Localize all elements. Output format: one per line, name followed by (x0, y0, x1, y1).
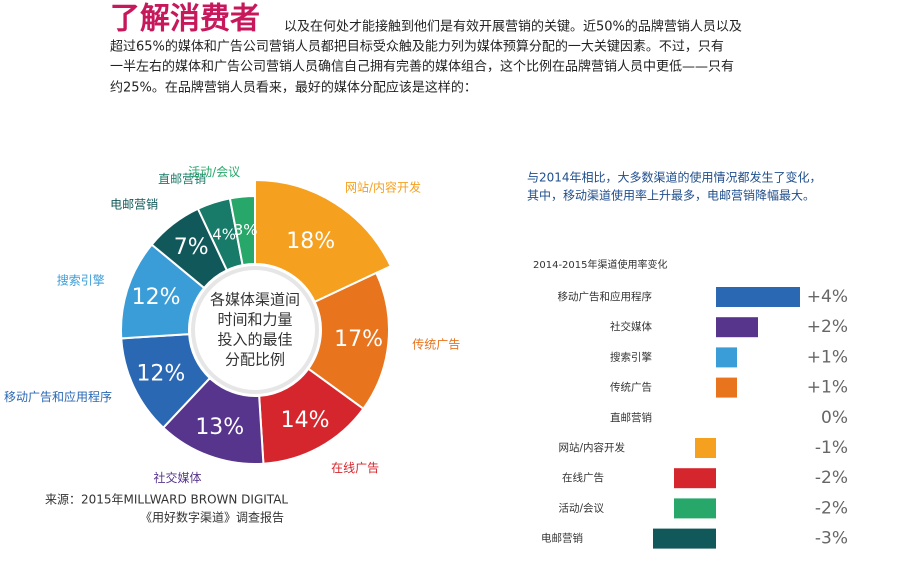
paragraph-line: 约25%。在品牌营销人员看来，最好的媒体分配应该是这样的： (110, 80, 477, 96)
source: 来源：2015年MILLWARD BROWN DIGITAL (45, 493, 288, 507)
category-label: 活动/会议 (188, 165, 240, 179)
bar-subtitle: 与2014年相比，大多数渠道的使用情况都发生了变化， (527, 170, 822, 185)
bar (674, 468, 716, 489)
category-label: 在线广告 (331, 461, 379, 475)
category-label: 搜索引擎 (57, 273, 105, 288)
pie-segment (254, 178, 393, 304)
pie-segment (228, 194, 256, 267)
value-label: +1% (807, 378, 848, 398)
category-label: 搜索引擎 (610, 350, 652, 363)
center-ring (191, 266, 319, 394)
category-label: 在线广告 (562, 471, 604, 484)
bar (716, 317, 758, 338)
paragraph-line: 超过65%的媒体和广告公司营销人员都把目标受众触及能力列为媒体预算分配的一大关键… (110, 39, 724, 55)
center-text: 分配比例 (225, 351, 285, 369)
center-text: 各媒体渠道间 (210, 291, 300, 309)
bar (695, 438, 716, 458)
value-label: -3% (815, 529, 848, 549)
category-label: 移动广告和应用程序 (4, 389, 112, 404)
center-text: 时间和力量 (217, 311, 292, 329)
value-label: 0% (821, 408, 848, 428)
value-label: +2% (807, 317, 848, 337)
category-label: 直邮营销 (158, 172, 206, 186)
center-text: 投入的最佳 (217, 331, 292, 349)
category-label: 社交媒体 (153, 470, 201, 485)
bar (674, 498, 716, 519)
bar (716, 287, 800, 307)
category-label: 电邮营销 (541, 532, 583, 545)
bar (653, 528, 716, 549)
value-label: +1% (807, 347, 848, 367)
bar (716, 377, 737, 398)
bar-title: 2014-2015年渠道使用率变化 (533, 258, 668, 271)
value-label: 4% (212, 225, 236, 243)
value-label: 13% (195, 415, 244, 440)
bar-subtitle: 其中，移动渠道使用率上升最多，电邮营销降幅最大。 (527, 188, 815, 203)
value-label: +4% (807, 287, 848, 307)
category-label: 传统广告 (412, 336, 460, 351)
paragraph-line: 一半左右的媒体和广告公司营销人员确信自己拥有完善的媒体组合，这个比例在品牌营销人… (110, 59, 734, 75)
category-label: 网站/内容开发 (558, 441, 625, 454)
value-label: 12% (136, 361, 185, 386)
value-label: 14% (281, 408, 330, 433)
value-label: 12% (132, 285, 181, 310)
value-label: 17% (334, 327, 383, 352)
source: 《用好数字渠道》调查报告 (140, 510, 284, 525)
bar (716, 347, 737, 368)
category-label: 直邮营销 (610, 411, 652, 424)
category-label: 社交媒体 (610, 320, 652, 333)
category-label: 网站/内容开发 (345, 180, 421, 195)
header-title: 了解消费者 (110, 2, 260, 37)
category-label: 移动广告和应用程序 (558, 290, 653, 303)
value-label: 7% (174, 235, 209, 260)
value-label: 18% (286, 229, 335, 254)
value-label: -1% (815, 438, 848, 458)
category-label: 活动/会议 (558, 501, 604, 514)
value-label: -2% (815, 498, 848, 518)
paragraph-line: 以及在何处才能接触到他们是有效开展营销的关键。近50%的品牌营销人员以及 (284, 19, 742, 35)
category-label: 传统广告 (610, 381, 652, 394)
value-label: 3% (234, 221, 258, 239)
value-label: -2% (815, 468, 848, 488)
category-label: 电邮营销 (110, 198, 158, 212)
